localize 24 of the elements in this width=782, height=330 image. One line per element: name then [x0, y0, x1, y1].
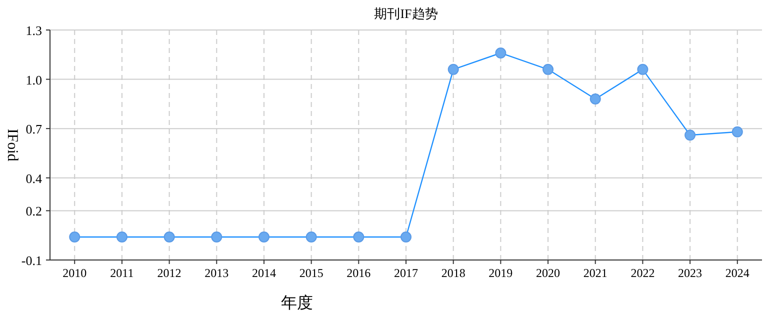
x-tick-label: 2010: [62, 266, 87, 280]
y-tick-label: 0.2: [26, 204, 42, 219]
x-tick-label: 2023: [678, 266, 702, 280]
y-tick-label: 1.0: [26, 72, 42, 88]
x-tick-label: 2022: [630, 266, 655, 280]
x-tick-label: 2013: [204, 266, 229, 280]
chart-title: 期刊IF趋势: [374, 6, 438, 21]
x-tick-label: 2016: [346, 266, 371, 280]
y-tick-label: 0.7: [26, 122, 42, 137]
x-tick-label: 2011: [110, 266, 134, 280]
x-tick-label: 2024: [725, 266, 750, 280]
y-tick-label: 1.3: [26, 23, 42, 38]
x-axis-title: 年度: [281, 294, 313, 312]
y-tick-label: 0.4: [26, 170, 42, 186]
x-tick-label: 2015: [299, 266, 324, 280]
y-tick-label: -0.1: [21, 253, 42, 268]
x-tick-label: 2012: [157, 266, 182, 280]
x-tick-label: 2018: [441, 266, 466, 280]
x-tick-label: 2017: [394, 266, 418, 280]
x-tick-label: 2014: [252, 266, 276, 280]
x-tick-label: 2019: [488, 266, 513, 280]
x-tick-label: 2021: [583, 266, 608, 280]
y-axis-title: IFoid: [4, 128, 20, 162]
x-tick-label: 2020: [536, 266, 560, 280]
